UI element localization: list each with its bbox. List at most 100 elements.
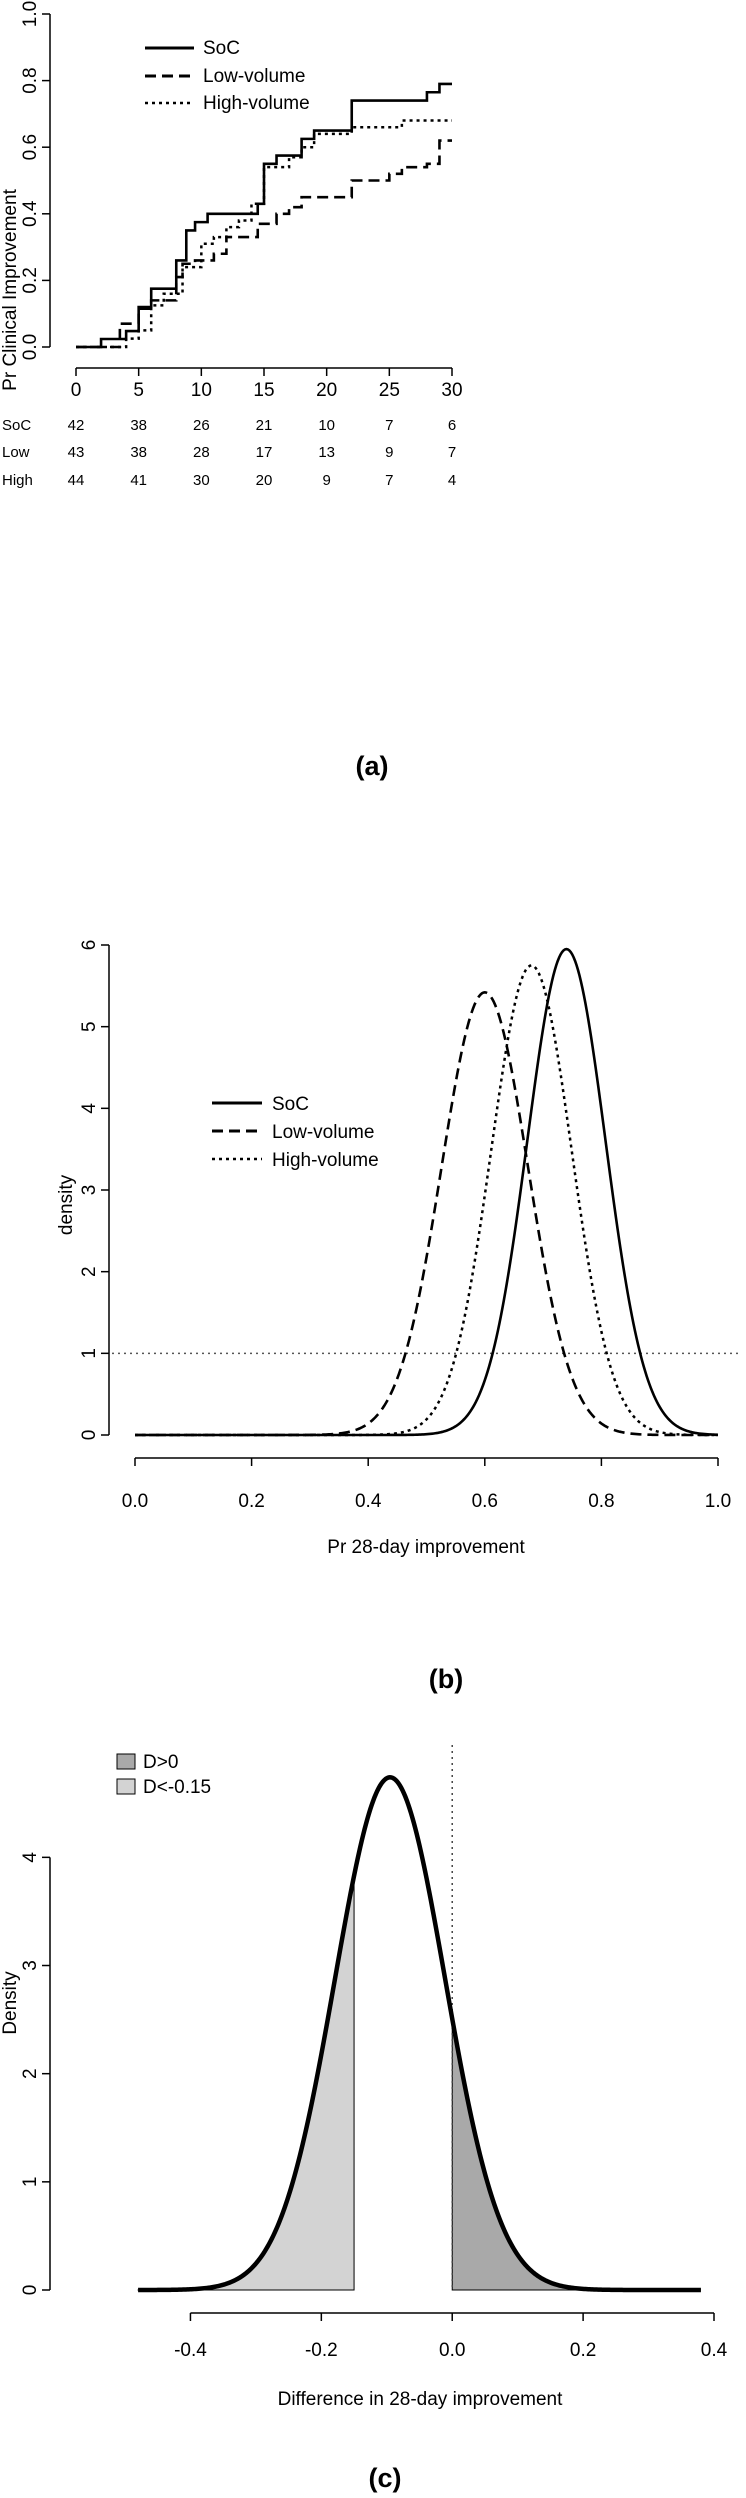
y-tick-label-1: 1 [20,2177,41,2188]
y-tick-label-0-8: 0.8 [20,67,41,93]
y-tick-label-0-2: 0.2 [20,267,41,293]
panel-c-x-axis-title: Difference in 28-day improvement [278,2389,564,2410]
series-low-volume-density-line [135,991,718,1437]
panel-b-density-chart: 0 1 2 3 4 5 6 0.0 0.2 0.4 0.6 0.8 1.0 SoC Low-volume… [56,940,742,1694]
panel-c-difference-density: 0 1 2 3 4 -0.4 -0.2 0.0 0.2 0.4 D>0 D<-0.15 Diffe… [0,1745,728,2493]
legend-label-low-volume: Low-volume [203,66,305,87]
panel-b-x-axis-title: Pr 28-day improvement [327,1537,525,1558]
y-tick-label-4: 4 [20,1852,41,1863]
risk-cell-low-25: 9 [385,444,393,461]
legend-label-high-volume: High-volume [203,93,310,114]
risk-cell-high-20: 9 [322,472,330,489]
risk-cell-soc-5: 38 [130,417,147,434]
x-tick-label-0-2: 0.2 [238,1491,264,1512]
x-tick-label-5: 5 [133,380,144,401]
panel-a-risk-table: SoC 42 38 26 21 10 7 6 Low 43 38 28 17 13 9 7 High 44 41 30… [2,417,456,489]
legend-label-high-volume: High-volume [272,1150,379,1171]
panel-b-series [135,947,719,1437]
x-tick-label--0-4: -0.4 [174,2340,207,2361]
series-low-volume-step-line [76,139,452,349]
x-tick-label-25: 25 [379,380,400,401]
risk-cell-high-0: 44 [68,472,85,489]
x-tick-label-0-0: 0.0 [122,1491,148,1512]
risk-cell-soc-25: 7 [385,417,393,434]
panel-a-series [76,82,452,349]
shaded-region-d-0 [451,2018,701,2291]
risk-cell-high-15: 20 [256,472,273,489]
y-tick-label-6: 6 [79,940,100,951]
panel-b-label: (b) [429,1664,463,1694]
panel-c-y-axis-title: Density [0,1971,21,2035]
y-tick-label-3: 3 [20,1960,41,1971]
panel-a-axes: 0.0 0.2 0.4 0.6 0.8 1.0 0 5 10 15 20 25 30 [20,1,463,401]
x-tick-label-0-8: 0.8 [588,1491,614,1512]
legend-label-d-gt-0: D>0 [143,1752,178,1773]
x-tick-label-0-2: 0.2 [570,2340,596,2361]
risk-cell-soc-20: 10 [318,417,335,434]
risk-cell-soc-10: 26 [193,417,210,434]
panel-c-legend: D>0 D<-0.15 [116,1752,211,1798]
y-tick-label-0: 0 [20,2285,41,2296]
legend-swatch-d-gt-0 [116,1753,136,1770]
panel-b-legend: SoC Low-volume High-volume [212,1094,379,1171]
x-tick-label-0-0: 0.0 [439,2340,465,2361]
panel-c-density-curve [138,1775,701,2293]
legend-label-soc: SoC [203,38,240,59]
legend-label-soc: SoC [272,1094,309,1115]
risk-row-label-high: High [2,472,33,489]
panel-a-label: (a) [356,751,389,781]
y-tick-label-5: 5 [79,1021,100,1032]
x-tick-label-30: 30 [441,380,462,401]
y-tick-label-3: 3 [79,1185,100,1196]
legend-swatch-d-lt-minus-0-15 [116,1778,136,1795]
panel-c-label: (c) [369,2463,402,2493]
legend-label-low-volume: Low-volume [272,1122,374,1143]
panel-b-axes: 0 1 2 3 4 5 6 0.0 0.2 0.4 0.6 0.8 1.0 [79,940,731,1512]
risk-cell-soc-15: 21 [256,417,273,434]
x-tick-label-15: 15 [253,380,274,401]
risk-cell-low-20: 13 [318,444,335,461]
x-tick-label-1-0: 1.0 [705,1491,731,1512]
y-tick-label-0-0: 0.0 [20,334,41,360]
x-tick-label-0-4: 0.4 [355,1491,382,1512]
risk-cell-low-15: 17 [256,444,273,461]
panel-a-y-axis-title: Pr Clinical Improvement [0,188,21,390]
series-soc-density-line [135,947,719,1437]
risk-cell-high-30: 4 [448,472,456,489]
y-tick-label-1-0: 1.0 [20,1,41,27]
risk-cell-high-25: 7 [385,472,393,489]
x-tick-label-10: 10 [191,380,212,401]
x-tick-label-0: 0 [71,380,82,401]
panel-a-step-chart: 0.0 0.2 0.4 0.6 0.8 1.0 0 5 10 15 20 25 30 Pr Clinic… [0,1,463,781]
x-tick-label--0-2: -0.2 [305,2340,338,2361]
risk-row-label-soc: SoC [2,417,31,434]
risk-row-label-low: Low [2,444,30,461]
risk-cell-high-5: 41 [130,472,147,489]
risk-cell-soc-30: 6 [448,417,456,434]
risk-cell-low-0: 43 [68,444,85,461]
panel-a-legend: SoC Low-volume High-volume [145,38,310,114]
y-tick-label-0: 0 [79,1430,100,1441]
x-tick-label-0-6: 0.6 [472,1491,498,1512]
series-soc-step-line [76,82,452,349]
risk-cell-low-5: 38 [130,444,147,461]
risk-cell-high-10: 30 [193,472,210,489]
panel-b-y-axis-title: density [56,1174,77,1235]
panel-c-axes: 0 1 2 3 4 -0.4 -0.2 0.0 0.2 0.4 [20,1852,728,2361]
legend-label-d-lt-minus-0-15: D<-0.15 [143,1777,211,1798]
panel-c-shaded-regions [137,1875,701,2291]
shaded-region-d-0-15 [137,1875,355,2291]
x-tick-label-20: 20 [316,380,337,401]
series-high-volume-step-line [76,119,452,349]
x-tick-label-0-4: 0.4 [701,2340,728,2361]
y-tick-label-2: 2 [79,1266,100,1277]
risk-cell-low-10: 28 [193,444,210,461]
risk-cell-low-30: 7 [448,444,456,461]
y-tick-label-1: 1 [79,1348,100,1359]
y-tick-label-0-6: 0.6 [20,134,41,160]
risk-cell-soc-0: 42 [68,417,85,434]
series-high-volume-density-line [135,964,718,1437]
y-tick-label-2: 2 [20,2068,41,2079]
y-tick-label-0-4: 0.4 [20,200,41,227]
